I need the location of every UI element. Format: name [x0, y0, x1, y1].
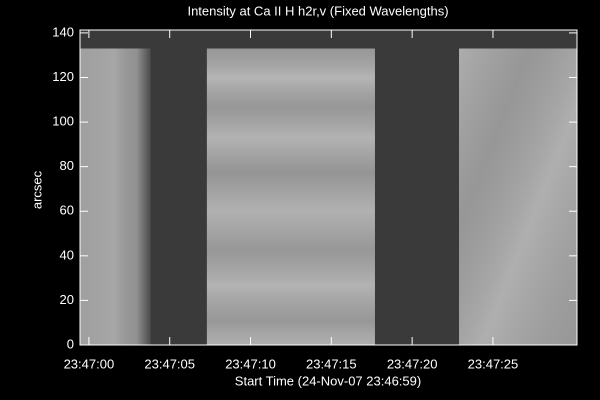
y-tick-label: 80 [60, 158, 74, 173]
x-tick-label: 23:47:25 [468, 356, 519, 371]
x-tick-label: 23:47:05 [144, 356, 195, 371]
image-texture [80, 48, 151, 346]
y-tick-label: 140 [52, 24, 74, 39]
y-tick-label: 0 [67, 336, 74, 351]
y-tick-label: 60 [60, 203, 74, 218]
y-tick-label: 120 [52, 69, 74, 84]
plot-frame [79, 29, 578, 346]
x-tick-label: 23:47:00 [64, 356, 115, 371]
x-axis-label: Start Time (24-Nov-07 23:46:59) [235, 373, 421, 388]
image-texture [459, 48, 577, 346]
y-tick-label: 40 [60, 247, 74, 262]
x-tick-label: 23:47:15 [306, 356, 357, 371]
x-tick-label: 23:47:20 [387, 356, 438, 371]
image-texture [206, 48, 375, 346]
chart-title: Intensity at Ca II H h2r,v (Fixed Wavele… [187, 3, 448, 18]
y-axis-label: arcsec [29, 170, 44, 209]
x-tick-label: 23:47:10 [225, 356, 276, 371]
y-tick-label: 100 [52, 114, 74, 129]
y-tick-label: 20 [60, 292, 74, 307]
